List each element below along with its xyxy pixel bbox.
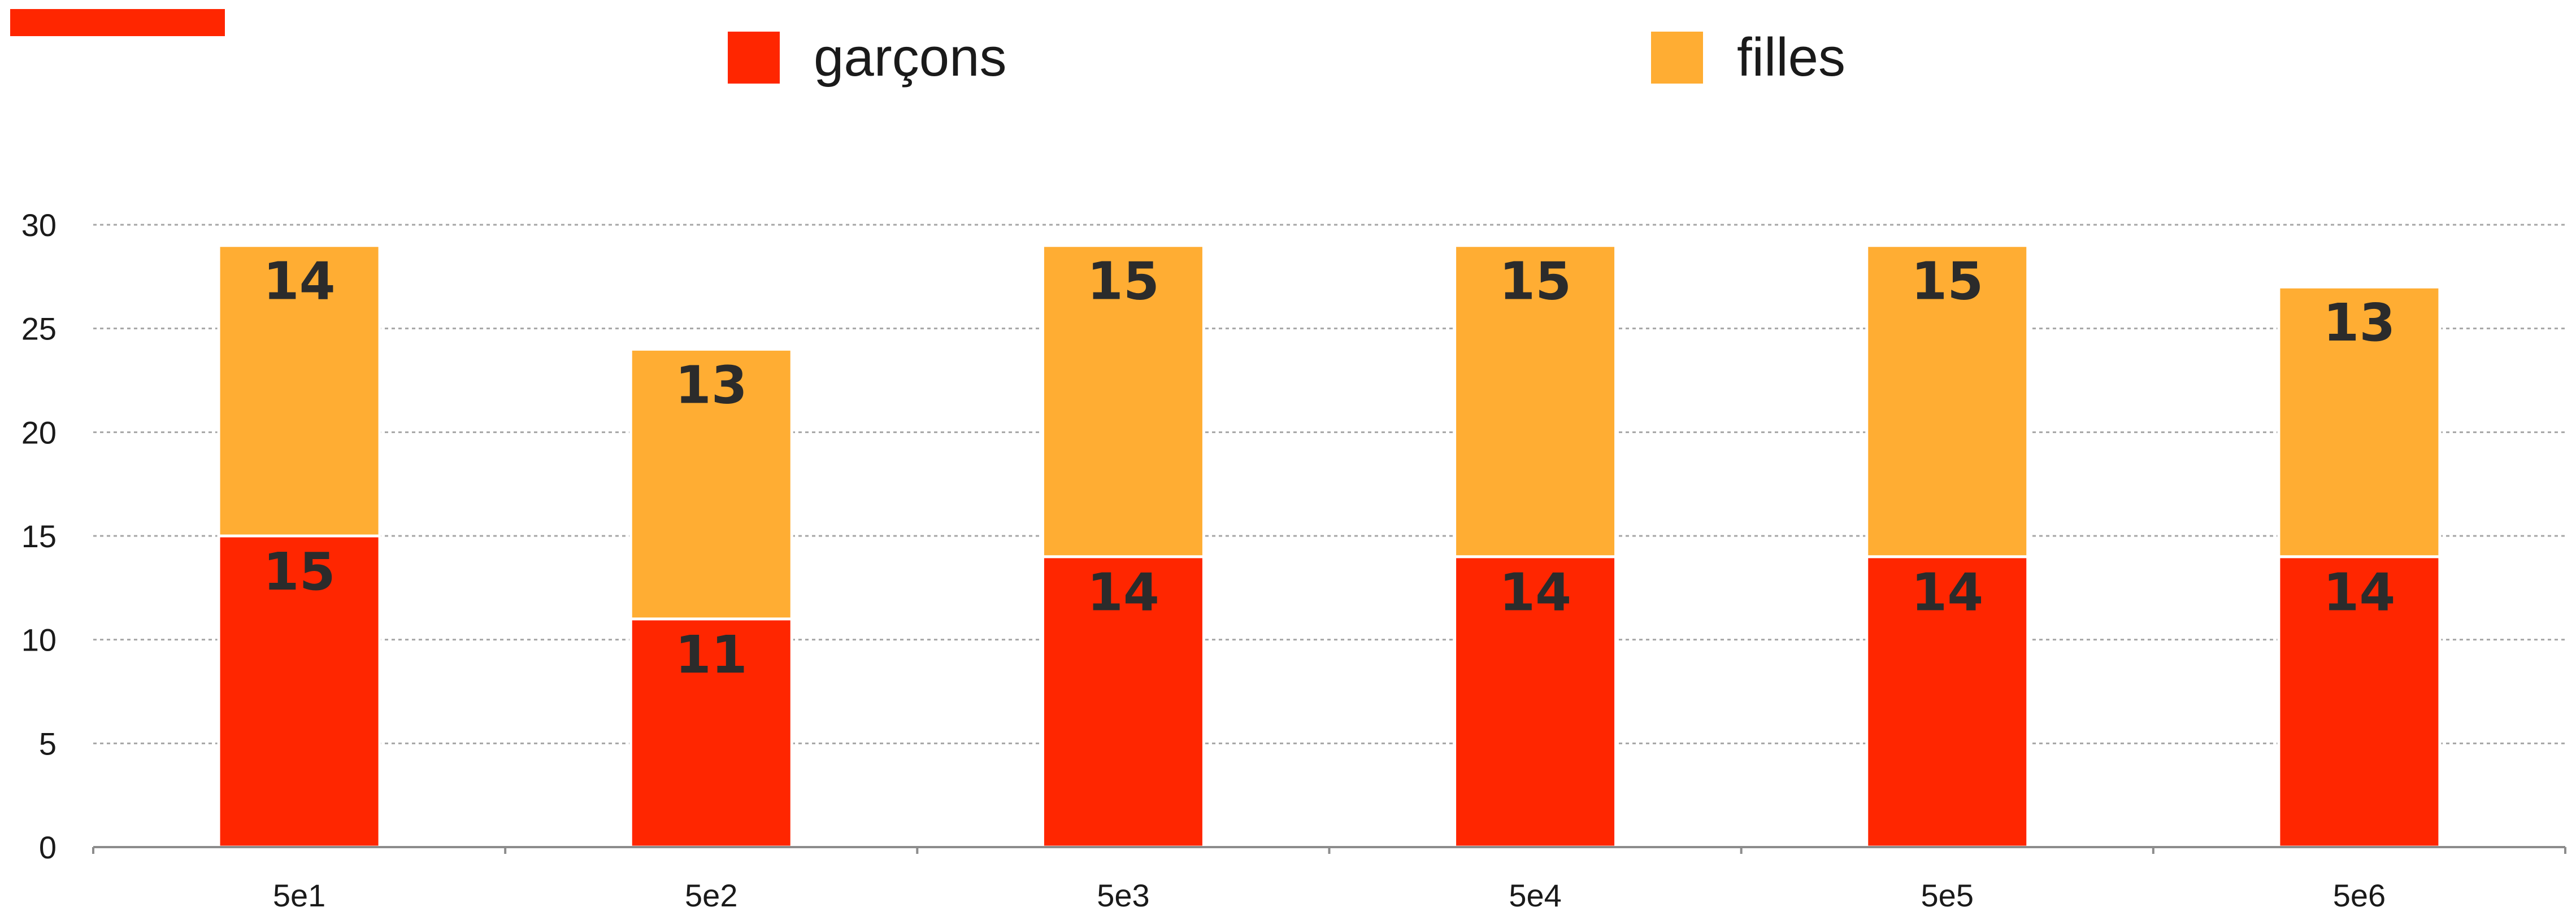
x-tick-label-5e5: 5e5 (1921, 878, 1974, 913)
x-axis: 5e1 5e2 5e3 5e4 5e5 5e6 (92, 846, 2566, 913)
bar-5e3-0 (1041, 555, 1205, 849)
bar-5e5-1 (1865, 244, 2030, 559)
bar-5e6-0 (2277, 555, 2442, 849)
data-label-5e2-0: 11 (675, 625, 748, 685)
data-label-5e3-0: 14 (1087, 562, 1159, 623)
data-label-5e4-0: 14 (1499, 562, 1571, 623)
y-tick-label-10: 10 (21, 622, 57, 658)
legend-swatch-1 (1651, 32, 1703, 84)
y-tick-label-25: 25 (21, 311, 57, 347)
legend-swatch-0 (728, 32, 780, 84)
legend-label-1: filles (1737, 27, 1845, 88)
y-tick-label-5: 5 (39, 726, 57, 761)
bar-5e2-1 (629, 347, 793, 621)
y-tick-label-20: 20 (21, 415, 57, 450)
bar-5e2-0 (629, 617, 793, 849)
y-tick-label-0: 0 (39, 830, 57, 865)
x-tick-label-5e3: 5e3 (1097, 878, 1149, 913)
x-tick-label-5e1: 5e1 (273, 878, 325, 913)
data-label-5e6-1: 13 (2323, 293, 2395, 353)
bar-5e3-1 (1041, 244, 1205, 559)
gridlines (93, 224, 2565, 744)
y-tick-label-15: 15 (21, 518, 57, 554)
data-label-5e4-1: 15 (1499, 251, 1571, 312)
bar-5e6-1 (2277, 285, 2442, 559)
y-axis: 0 5 10 15 20 25 30 (21, 207, 57, 865)
y-tick-label-30: 30 (21, 207, 57, 243)
data-label-5e5-1: 15 (1911, 251, 1983, 312)
bar-5e1-1 (217, 244, 381, 538)
data-label-5e3-1: 15 (1087, 251, 1159, 312)
data-label-5e6-0: 14 (2323, 562, 2395, 623)
bar-5e1-0 (217, 534, 381, 849)
x-tick-label-5e4: 5e4 (1509, 878, 1561, 913)
x-tick-label-5e6: 5e6 (2333, 878, 2386, 913)
bar-5e4-0 (1453, 555, 1618, 849)
data-label-5e1-0: 15 (263, 542, 336, 602)
data-label-5e1-1: 14 (263, 251, 336, 312)
bars: 15 14 11 13 14 15 14 15 14 15 14 13 (217, 244, 2442, 849)
legend: garçons filles (728, 27, 1845, 88)
data-label-5e5-0: 14 (1911, 562, 1983, 623)
x-tick-label-5e2: 5e2 (685, 878, 737, 913)
legend-label-0: garçons (814, 27, 1007, 88)
accent-bar (10, 9, 225, 36)
bar-5e4-1 (1453, 244, 1618, 559)
data-label-5e2-1: 13 (675, 355, 748, 415)
